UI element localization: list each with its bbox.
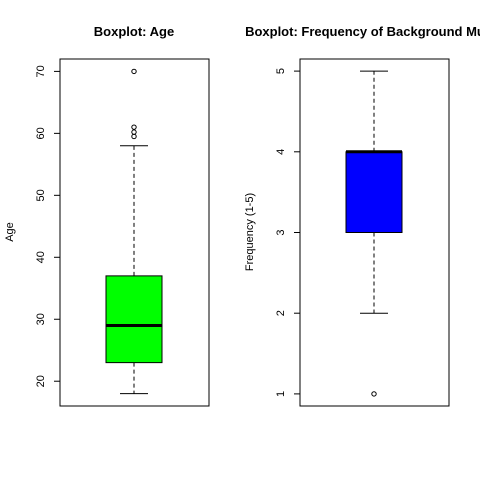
age-boxplot-panel: Boxplot: Age Age 20 30 40 50 60 70 [4,24,210,407]
age-outlier-point [131,129,137,135]
age-y-tick-label: 50 [35,189,47,201]
frequency-y-tick-label: 3 [275,229,287,235]
frequency-y-axis-label: Frequency (1-5) [244,193,256,271]
age-y-axis-label: Age [4,222,16,242]
age-plot-frame [59,58,210,407]
frequency-box-iqr [345,151,403,233]
frequency-box [345,70,403,397]
age-box-iqr [105,275,163,364]
age-boxplot-title: Boxplot: Age [94,24,174,39]
frequency-y-tick-label: 2 [275,310,287,316]
age-box [105,68,163,395]
frequency-y-tick-label: 5 [275,68,287,74]
frequency-boxplot-title: Boxplot: Frequency of Background Music [245,24,480,39]
age-y-tick-label: 20 [35,375,47,387]
frequency-outlier-point [371,391,377,397]
age-y-tick-label: 30 [35,313,47,325]
frequency-y-tick-label: 1 [275,391,287,397]
age-y-tick-label: 70 [35,65,47,77]
frequency-plot-frame [299,58,450,407]
age-outlier-point [131,68,137,75]
age-y-tick-label: 60 [35,127,47,139]
frequency-boxplot-panel: Boxplot: Frequency of Background Music F… [244,24,480,407]
frequency-y-tick-label: 4 [275,149,287,155]
age-y-tick-label: 40 [35,251,47,263]
age-outlier-point [131,124,137,130]
